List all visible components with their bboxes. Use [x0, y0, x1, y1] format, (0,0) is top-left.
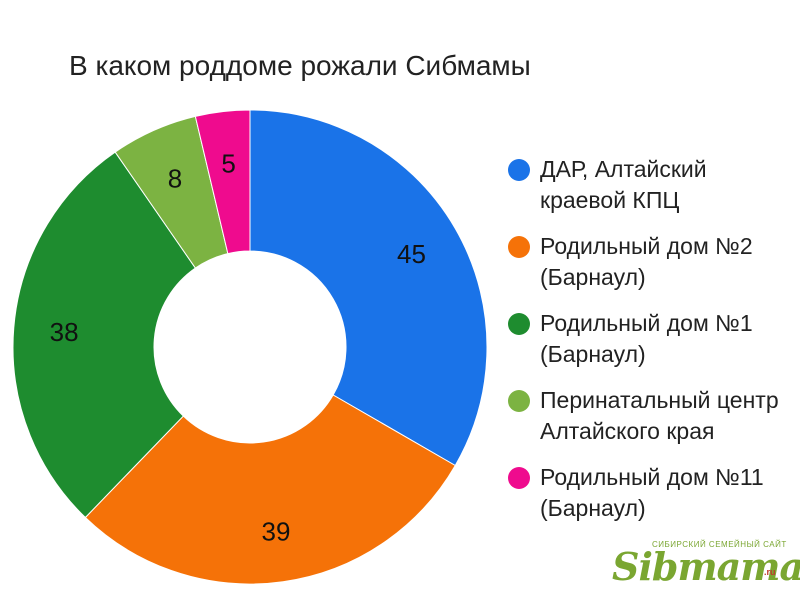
legend-swatch	[508, 467, 530, 489]
sibmama-logo: Sibmama	[612, 544, 800, 589]
slice-label-1: 45	[397, 239, 426, 269]
legend-item-1: ДАР, Алтайский краевой КПЦ	[506, 154, 796, 216]
legend-label: Перинатальный центр Алтайского края	[540, 387, 779, 444]
slice-3	[12, 151, 197, 519]
legend-swatch	[508, 390, 530, 412]
legend-swatch	[508, 159, 530, 181]
slice-5	[194, 109, 251, 255]
legend-item-4: Перинатальный центр Алтайского края	[506, 385, 796, 447]
legend-label: Родильный дом №11 (Барнаул)	[540, 464, 764, 521]
sibmama-tagline: СИБИРСКИЙ СЕМЕЙНЫЙ САЙТ	[652, 540, 787, 549]
chart-legend: ДАР, Алтайский краевой КПЦ Родильный дом …	[506, 154, 796, 539]
legend-swatch	[508, 313, 530, 335]
legend-label: Родильный дом №1 (Барнаул)	[540, 310, 753, 367]
slice-label-3: 38	[50, 317, 79, 347]
slice-2	[84, 394, 456, 585]
legend-label: Родильный дом №2 (Барнаул)	[540, 233, 753, 290]
sibmama-ru: .ru	[764, 567, 776, 577]
slice-label-2: 39	[261, 517, 290, 547]
legend-item-2: Родильный дом №2 (Барнаул)	[506, 231, 796, 293]
slice-label-4: 8	[168, 163, 182, 193]
chart-title: В каком роддоме рожали Сибмамы	[69, 50, 531, 81]
sibmama-watermark: Sibmama СИБИРСКИЙ СЕМЕЙНЫЙ САЙТ .ru	[612, 540, 800, 590]
slice-label-5: 5	[221, 149, 235, 179]
legend-item-3: Родильный дом №1 (Барнаул)	[506, 308, 796, 370]
slice-1	[249, 109, 488, 467]
legend-label: ДАР, Алтайский краевой КПЦ	[540, 156, 707, 213]
legend-swatch	[508, 236, 530, 258]
legend-item-5: Родильный дом №11 (Барнаул)	[506, 462, 796, 524]
